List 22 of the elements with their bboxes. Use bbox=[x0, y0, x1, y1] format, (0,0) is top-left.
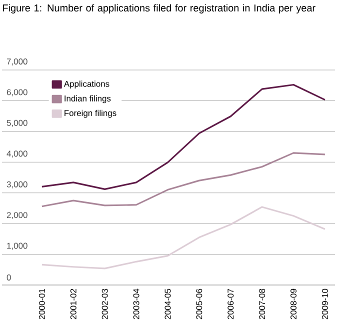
x-tick-label: 2005-06 bbox=[196, 288, 202, 320]
x-tick-label: 2008-09 bbox=[290, 288, 296, 320]
x-tick-label: 2001-02 bbox=[70, 288, 76, 320]
legend-label: Indian filings bbox=[64, 95, 111, 104]
y-tick-label: 6,000 bbox=[6, 89, 28, 96]
x-tick-label: 2007-08 bbox=[259, 288, 266, 320]
y-tick-label: 1,000 bbox=[7, 242, 28, 250]
legend-label: Foreign filings bbox=[64, 110, 116, 118]
y-tick-label: 4,000 bbox=[6, 150, 28, 158]
x-tick-label: 2004-05 bbox=[164, 288, 171, 320]
y-tick-label: 7,000 bbox=[6, 58, 28, 66]
y-tick-label: 3,000 bbox=[6, 181, 28, 188]
x-tick-label: 2002-03 bbox=[102, 288, 108, 320]
x-tick-label: 2000-01 bbox=[38, 288, 45, 320]
chart-title: Figure 1: Number of applications filed for registration in India per year bbox=[3, 4, 316, 14]
x-tick-label: 2003-04 bbox=[133, 288, 140, 320]
y-tick-label: 0 bbox=[6, 274, 11, 280]
y-tick-label: 5,000 bbox=[6, 120, 28, 127]
x-tick-label: 2006-07 bbox=[228, 288, 234, 320]
y-tick-label: 2,000 bbox=[6, 212, 28, 220]
legend-label: Applications bbox=[64, 80, 110, 89]
x-tick-label: 2009-10 bbox=[322, 288, 328, 320]
